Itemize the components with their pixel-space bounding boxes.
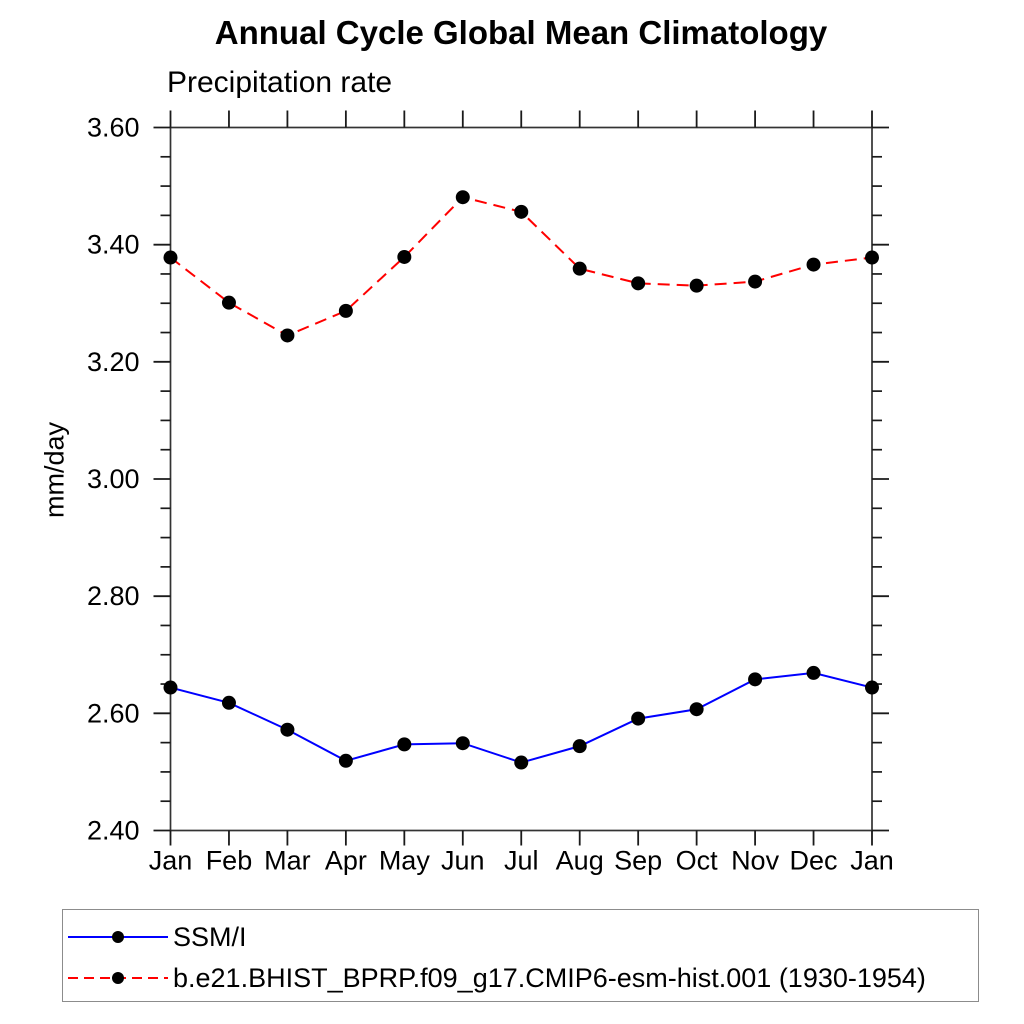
series-line-ssmi (170, 671, 873, 764)
x-tick-label: Feb (206, 846, 253, 876)
legend-item-ssmi: SSM/I (66, 922, 247, 952)
data-point-cesm-hist-model (455, 190, 470, 205)
data-point-ssmi (514, 755, 529, 770)
legend-box: SSM/I b.e21.BHIST_BPRP.f09_g17.CMIP6-esm… (62, 909, 979, 1002)
y-tick-label: 3.00 (87, 464, 140, 494)
data-point-ssmi (221, 695, 236, 710)
legend-line-sample-solid (68, 931, 168, 943)
y-tick-label: 3.60 (87, 113, 140, 143)
data-point-cesm-hist-model (221, 295, 236, 310)
data-point-ssmi (748, 672, 763, 687)
data-point-cesm-hist-model (397, 249, 412, 264)
x-tick-label: Jan (850, 846, 894, 876)
data-point-ssmi (689, 702, 704, 717)
data-point-cesm-hist-model (689, 278, 704, 293)
legend-label-model: b.e21.BHIST_BPRP.f09_g17.CMIP6-esm-hist.… (173, 962, 926, 993)
data-point-cesm-hist-model (280, 328, 295, 343)
x-tick-label: Aug (556, 846, 604, 876)
x-tick-label: Dec (790, 846, 838, 876)
data-point-ssmi (397, 737, 412, 752)
data-point-ssmi (572, 739, 587, 754)
y-tick-label: 2.60 (87, 698, 140, 728)
data-point-cesm-hist-model (748, 274, 763, 289)
legend-item-model: b.e21.BHIST_BPRP.f09_g17.CMIP6-esm-hist.… (66, 963, 926, 993)
data-point-cesm-hist-model (514, 204, 529, 219)
data-point-cesm-hist-model (865, 250, 879, 265)
data-point-cesm-hist-model (572, 261, 587, 276)
data-point-ssmi (163, 680, 178, 695)
data-point-ssmi (806, 665, 821, 680)
x-tick-label: Oct (676, 846, 719, 876)
data-point-cesm-hist-model (338, 303, 353, 318)
data-point-cesm-hist-model (163, 250, 178, 265)
data-point-cesm-hist-model (631, 276, 646, 291)
x-tick-label: Jun (441, 846, 485, 876)
chart-subtitle: Precipitation rate (167, 66, 393, 99)
x-tick-label: Nov (731, 846, 780, 876)
data-point-ssmi (280, 722, 295, 737)
y-tick-label: 3.40 (87, 230, 140, 260)
data-point-cesm-hist-model (806, 257, 821, 272)
legend-label-ssmi: SSM/I (173, 921, 247, 952)
x-tick-label: Sep (614, 846, 662, 876)
x-tick-label: Apr (325, 846, 367, 876)
data-point-ssmi (865, 680, 879, 695)
x-tick-label: Jan (149, 846, 193, 876)
legend-line-sample-dashed (68, 972, 168, 984)
y-tick-label: 3.20 (87, 347, 140, 377)
x-tick-label: May (379, 846, 431, 876)
data-point-ssmi (631, 711, 646, 726)
x-tick-label: Jul (504, 846, 539, 876)
y-tick-label: 2.80 (87, 581, 140, 611)
legend-marker-icon (112, 931, 124, 943)
y-tick-label: 2.40 (87, 816, 140, 846)
data-point-ssmi (338, 753, 353, 768)
chart-title: Annual Cycle Global Mean Climatology (214, 14, 828, 51)
data-point-ssmi (455, 736, 470, 751)
legend-marker-icon (112, 972, 124, 984)
x-tick-label: Mar (264, 846, 311, 876)
